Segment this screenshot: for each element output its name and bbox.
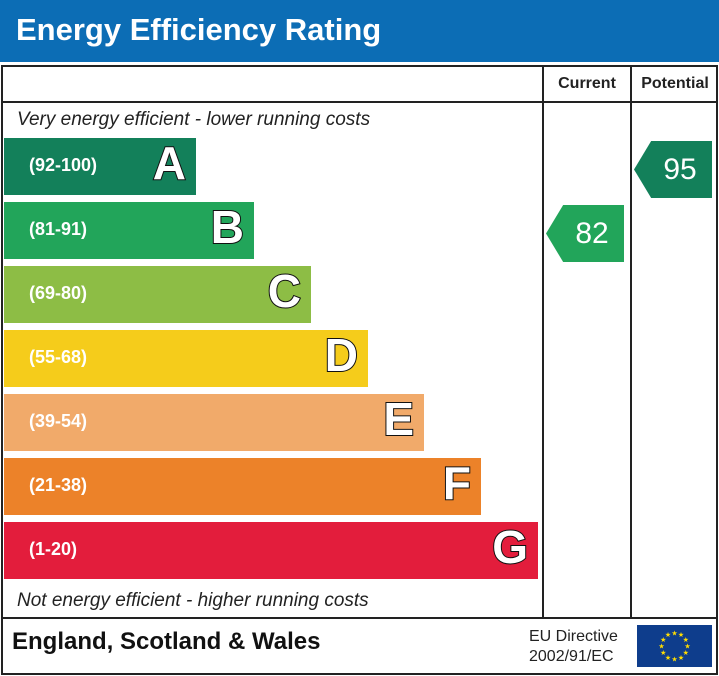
- star-icon: ★: [671, 630, 677, 638]
- star-icon: ★: [665, 631, 671, 639]
- eu-flag-icon: ★ ★★★★★★★★★★★: [637, 625, 712, 667]
- star-icon: ★: [683, 649, 689, 657]
- divider: [630, 67, 632, 619]
- current-column-header: Current: [558, 75, 616, 92]
- star-icon: ★: [683, 636, 689, 644]
- band-range: (55-68): [29, 347, 88, 367]
- bottom-note: Not energy efficient - higher running co…: [17, 590, 369, 611]
- potential-rating-arrow: 95: [634, 141, 712, 198]
- star-icon: ★: [660, 649, 666, 657]
- star-icon: ★: [665, 654, 671, 662]
- region-label: England, Scotland & Wales: [12, 628, 321, 655]
- potential-rating-value: 95: [663, 152, 697, 186]
- divider: [3, 101, 716, 103]
- band-letter: C: [267, 264, 302, 318]
- top-note: Very energy efficient - lower running co…: [17, 109, 371, 130]
- star-icon: ★: [671, 656, 677, 664]
- band-bar-g: (1-20) G: [4, 520, 538, 579]
- band-bar-c: (69-80) C: [4, 264, 311, 323]
- band-bar-b: (81-91) B: [4, 200, 254, 259]
- band-range: (1-20): [29, 539, 78, 559]
- band-bar-f: (21-38) F: [4, 456, 481, 515]
- band-letter: E: [382, 392, 415, 446]
- divider: [3, 617, 716, 619]
- current-rating-arrow: 82: [546, 205, 624, 262]
- eu-directive: EU Directive 2002/91/EC: [529, 627, 618, 667]
- star-icon: ★: [660, 636, 666, 644]
- rating-table: Current Potential Very energy efficient …: [1, 65, 718, 675]
- star-icon: ★: [684, 643, 690, 651]
- page-title: Energy Efficiency Rating: [0, 0, 719, 62]
- potential-column-header: Potential: [641, 75, 709, 92]
- star-icon: ★: [678, 631, 684, 639]
- current-rating-value: 82: [575, 216, 609, 250]
- directive-line: EU Directive: [529, 628, 618, 645]
- band-range: (39-54): [29, 411, 88, 431]
- band-bar-d: (55-68) D: [4, 328, 368, 387]
- band-letter: B: [210, 200, 245, 254]
- band-range: (69-80): [29, 283, 88, 303]
- band-letter: A: [152, 136, 187, 190]
- band-letter: D: [324, 328, 359, 382]
- band-range: (92-100): [29, 155, 98, 175]
- band-letter: F: [442, 456, 472, 510]
- divider: [542, 67, 544, 619]
- band-letter: G: [491, 520, 529, 574]
- band-bar-e: (39-54) E: [4, 392, 424, 451]
- star-icon: ★: [678, 654, 684, 662]
- band-range: (21-38): [29, 475, 88, 495]
- star-icon: ★: [658, 643, 664, 651]
- band-bar-a: (92-100) A: [4, 136, 196, 195]
- band-range: (81-91): [29, 219, 88, 239]
- directive-line: 2002/91/EC: [529, 648, 614, 665]
